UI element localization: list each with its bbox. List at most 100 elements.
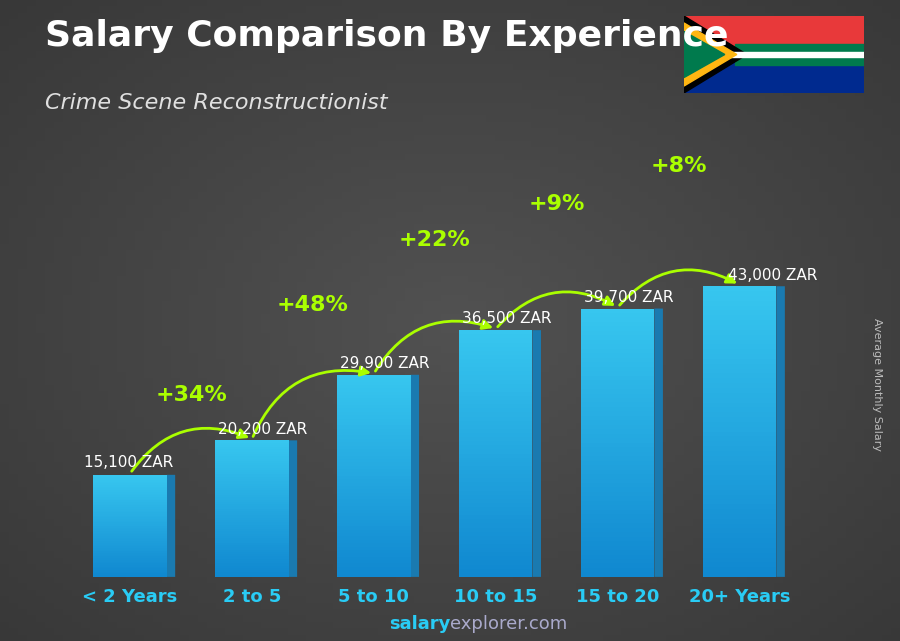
Bar bbox=[459, 536, 533, 540]
Bar bbox=[215, 458, 289, 461]
Bar bbox=[94, 560, 166, 562]
Bar bbox=[338, 398, 410, 402]
Bar bbox=[215, 570, 289, 572]
Bar bbox=[94, 483, 166, 485]
Bar bbox=[459, 540, 533, 544]
Bar bbox=[703, 412, 777, 417]
Bar bbox=[581, 483, 654, 487]
Bar bbox=[724, 53, 864, 56]
Bar bbox=[338, 560, 410, 563]
Bar bbox=[338, 556, 410, 560]
Text: 15,100 ZAR: 15,100 ZAR bbox=[84, 455, 173, 470]
Bar bbox=[581, 438, 654, 443]
Bar bbox=[94, 515, 166, 517]
Bar bbox=[703, 344, 777, 349]
Bar bbox=[94, 540, 166, 541]
Bar bbox=[215, 534, 289, 536]
Bar bbox=[338, 392, 410, 395]
Bar bbox=[215, 511, 289, 513]
Bar bbox=[703, 417, 777, 422]
Bar bbox=[215, 495, 289, 497]
Bar bbox=[459, 524, 533, 528]
Bar bbox=[215, 483, 289, 486]
Bar bbox=[459, 420, 533, 425]
Bar bbox=[215, 468, 289, 470]
Bar bbox=[703, 465, 777, 470]
Bar bbox=[459, 367, 533, 371]
Bar bbox=[703, 407, 777, 412]
Bar bbox=[94, 502, 166, 504]
Bar bbox=[684, 16, 864, 54]
Bar bbox=[94, 567, 166, 569]
Bar bbox=[338, 439, 410, 442]
Bar bbox=[459, 437, 533, 441]
Bar bbox=[215, 554, 289, 556]
Polygon shape bbox=[777, 287, 785, 577]
Bar bbox=[215, 549, 289, 552]
Bar bbox=[459, 363, 533, 367]
Bar bbox=[703, 354, 777, 359]
Bar bbox=[215, 518, 289, 520]
Polygon shape bbox=[654, 308, 663, 577]
Bar bbox=[703, 524, 777, 528]
Bar bbox=[581, 523, 654, 528]
Bar bbox=[94, 545, 166, 546]
Bar bbox=[94, 556, 166, 558]
Bar bbox=[94, 520, 166, 522]
Bar bbox=[94, 572, 166, 574]
Bar bbox=[581, 353, 654, 358]
Bar bbox=[703, 470, 777, 475]
Bar bbox=[94, 512, 166, 514]
Bar bbox=[215, 472, 289, 474]
Bar bbox=[581, 398, 654, 403]
Bar bbox=[581, 389, 654, 394]
Bar bbox=[581, 452, 654, 456]
Bar bbox=[581, 550, 654, 554]
Bar bbox=[94, 535, 166, 536]
Bar bbox=[338, 537, 410, 540]
Bar bbox=[703, 528, 777, 533]
Bar bbox=[581, 572, 654, 577]
Bar bbox=[338, 574, 410, 577]
Bar bbox=[338, 506, 410, 510]
Bar bbox=[459, 507, 533, 511]
Bar bbox=[684, 54, 864, 93]
Bar bbox=[703, 548, 777, 553]
Bar bbox=[459, 392, 533, 396]
Bar bbox=[703, 461, 777, 465]
Bar bbox=[703, 437, 777, 441]
Bar bbox=[703, 291, 777, 296]
Bar bbox=[215, 499, 289, 502]
Bar bbox=[459, 499, 533, 503]
Bar bbox=[459, 347, 533, 351]
Text: +48%: +48% bbox=[277, 295, 349, 315]
Bar bbox=[703, 441, 777, 446]
Bar bbox=[703, 538, 777, 543]
Bar bbox=[215, 506, 289, 508]
Bar bbox=[703, 567, 777, 572]
Bar bbox=[94, 478, 166, 480]
Bar bbox=[581, 367, 654, 371]
Bar bbox=[581, 412, 654, 416]
Bar bbox=[703, 431, 777, 437]
Bar bbox=[703, 499, 777, 504]
Bar bbox=[338, 456, 410, 459]
Bar bbox=[703, 335, 777, 340]
Bar bbox=[581, 532, 654, 537]
Bar bbox=[338, 445, 410, 449]
Bar bbox=[338, 547, 410, 550]
Bar bbox=[703, 363, 777, 369]
Bar bbox=[215, 481, 289, 483]
Bar bbox=[581, 429, 654, 434]
Bar bbox=[581, 344, 654, 349]
Bar bbox=[459, 466, 533, 470]
Bar bbox=[581, 447, 654, 452]
Bar bbox=[703, 393, 777, 397]
Bar bbox=[338, 381, 410, 385]
Bar bbox=[581, 545, 654, 550]
Bar bbox=[459, 400, 533, 404]
Bar bbox=[581, 470, 654, 474]
Bar bbox=[215, 543, 289, 545]
Bar bbox=[459, 560, 533, 565]
Bar bbox=[338, 385, 410, 388]
